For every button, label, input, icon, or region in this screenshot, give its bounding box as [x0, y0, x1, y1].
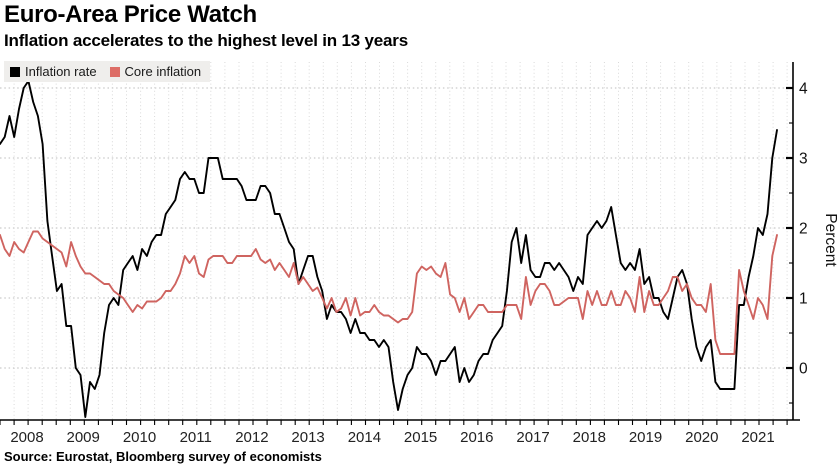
- legend-item-core-inflation: Core inflation: [109, 64, 202, 79]
- x-axis-year-label: 2008: [10, 429, 43, 446]
- x-axis-year-label: 2021: [741, 429, 774, 446]
- core-inflation-swatch-icon: [109, 66, 120, 77]
- x-axis-year-label: 2017: [516, 429, 549, 446]
- x-axis-year-label: 2010: [123, 429, 156, 446]
- legend-label-inflation-rate: Inflation rate: [25, 64, 97, 79]
- core-inflation-line: [0, 230, 778, 355]
- x-axis-year-label: 2011: [180, 429, 212, 446]
- page-subtitle: Inflation accelerates to the highest lev…: [4, 31, 408, 50]
- y-axis-tick-label: 0: [799, 361, 808, 378]
- y-axis-tick-label: 2: [799, 221, 808, 238]
- x-axis-year-label: 2009: [67, 429, 100, 446]
- y-axis-tick-label: 4: [799, 81, 808, 98]
- y-axis-tick-label: 3: [799, 151, 808, 168]
- inflation-rate-line: [0, 80, 778, 418]
- x-axis-year-label: 2016: [460, 429, 493, 446]
- page-title: Euro-Area Price Watch: [4, 1, 257, 28]
- legend: Inflation rate Core inflation: [4, 61, 211, 82]
- x-axis-year-label: 2015: [404, 429, 437, 446]
- x-axis-year-label: 2018: [573, 429, 606, 446]
- x-axis-year-label: 2014: [348, 429, 381, 446]
- x-axis-year-label: 2012: [235, 429, 268, 446]
- x-axis-year-label: 2019: [629, 429, 662, 446]
- source-note: Source: Eurostat, Bloomberg survey of ec…: [4, 449, 322, 464]
- y-axis-tick-label: 1: [799, 291, 808, 308]
- y-axis-title: Percent: [822, 213, 839, 267]
- legend-label-core-inflation: Core inflation: [124, 64, 202, 79]
- legend-item-inflation-rate: Inflation rate: [10, 64, 97, 79]
- x-axis-year-label: 2020: [685, 429, 718, 446]
- inflation-rate-swatch-icon: [10, 66, 20, 77]
- x-axis-year-label: 2013: [291, 429, 324, 446]
